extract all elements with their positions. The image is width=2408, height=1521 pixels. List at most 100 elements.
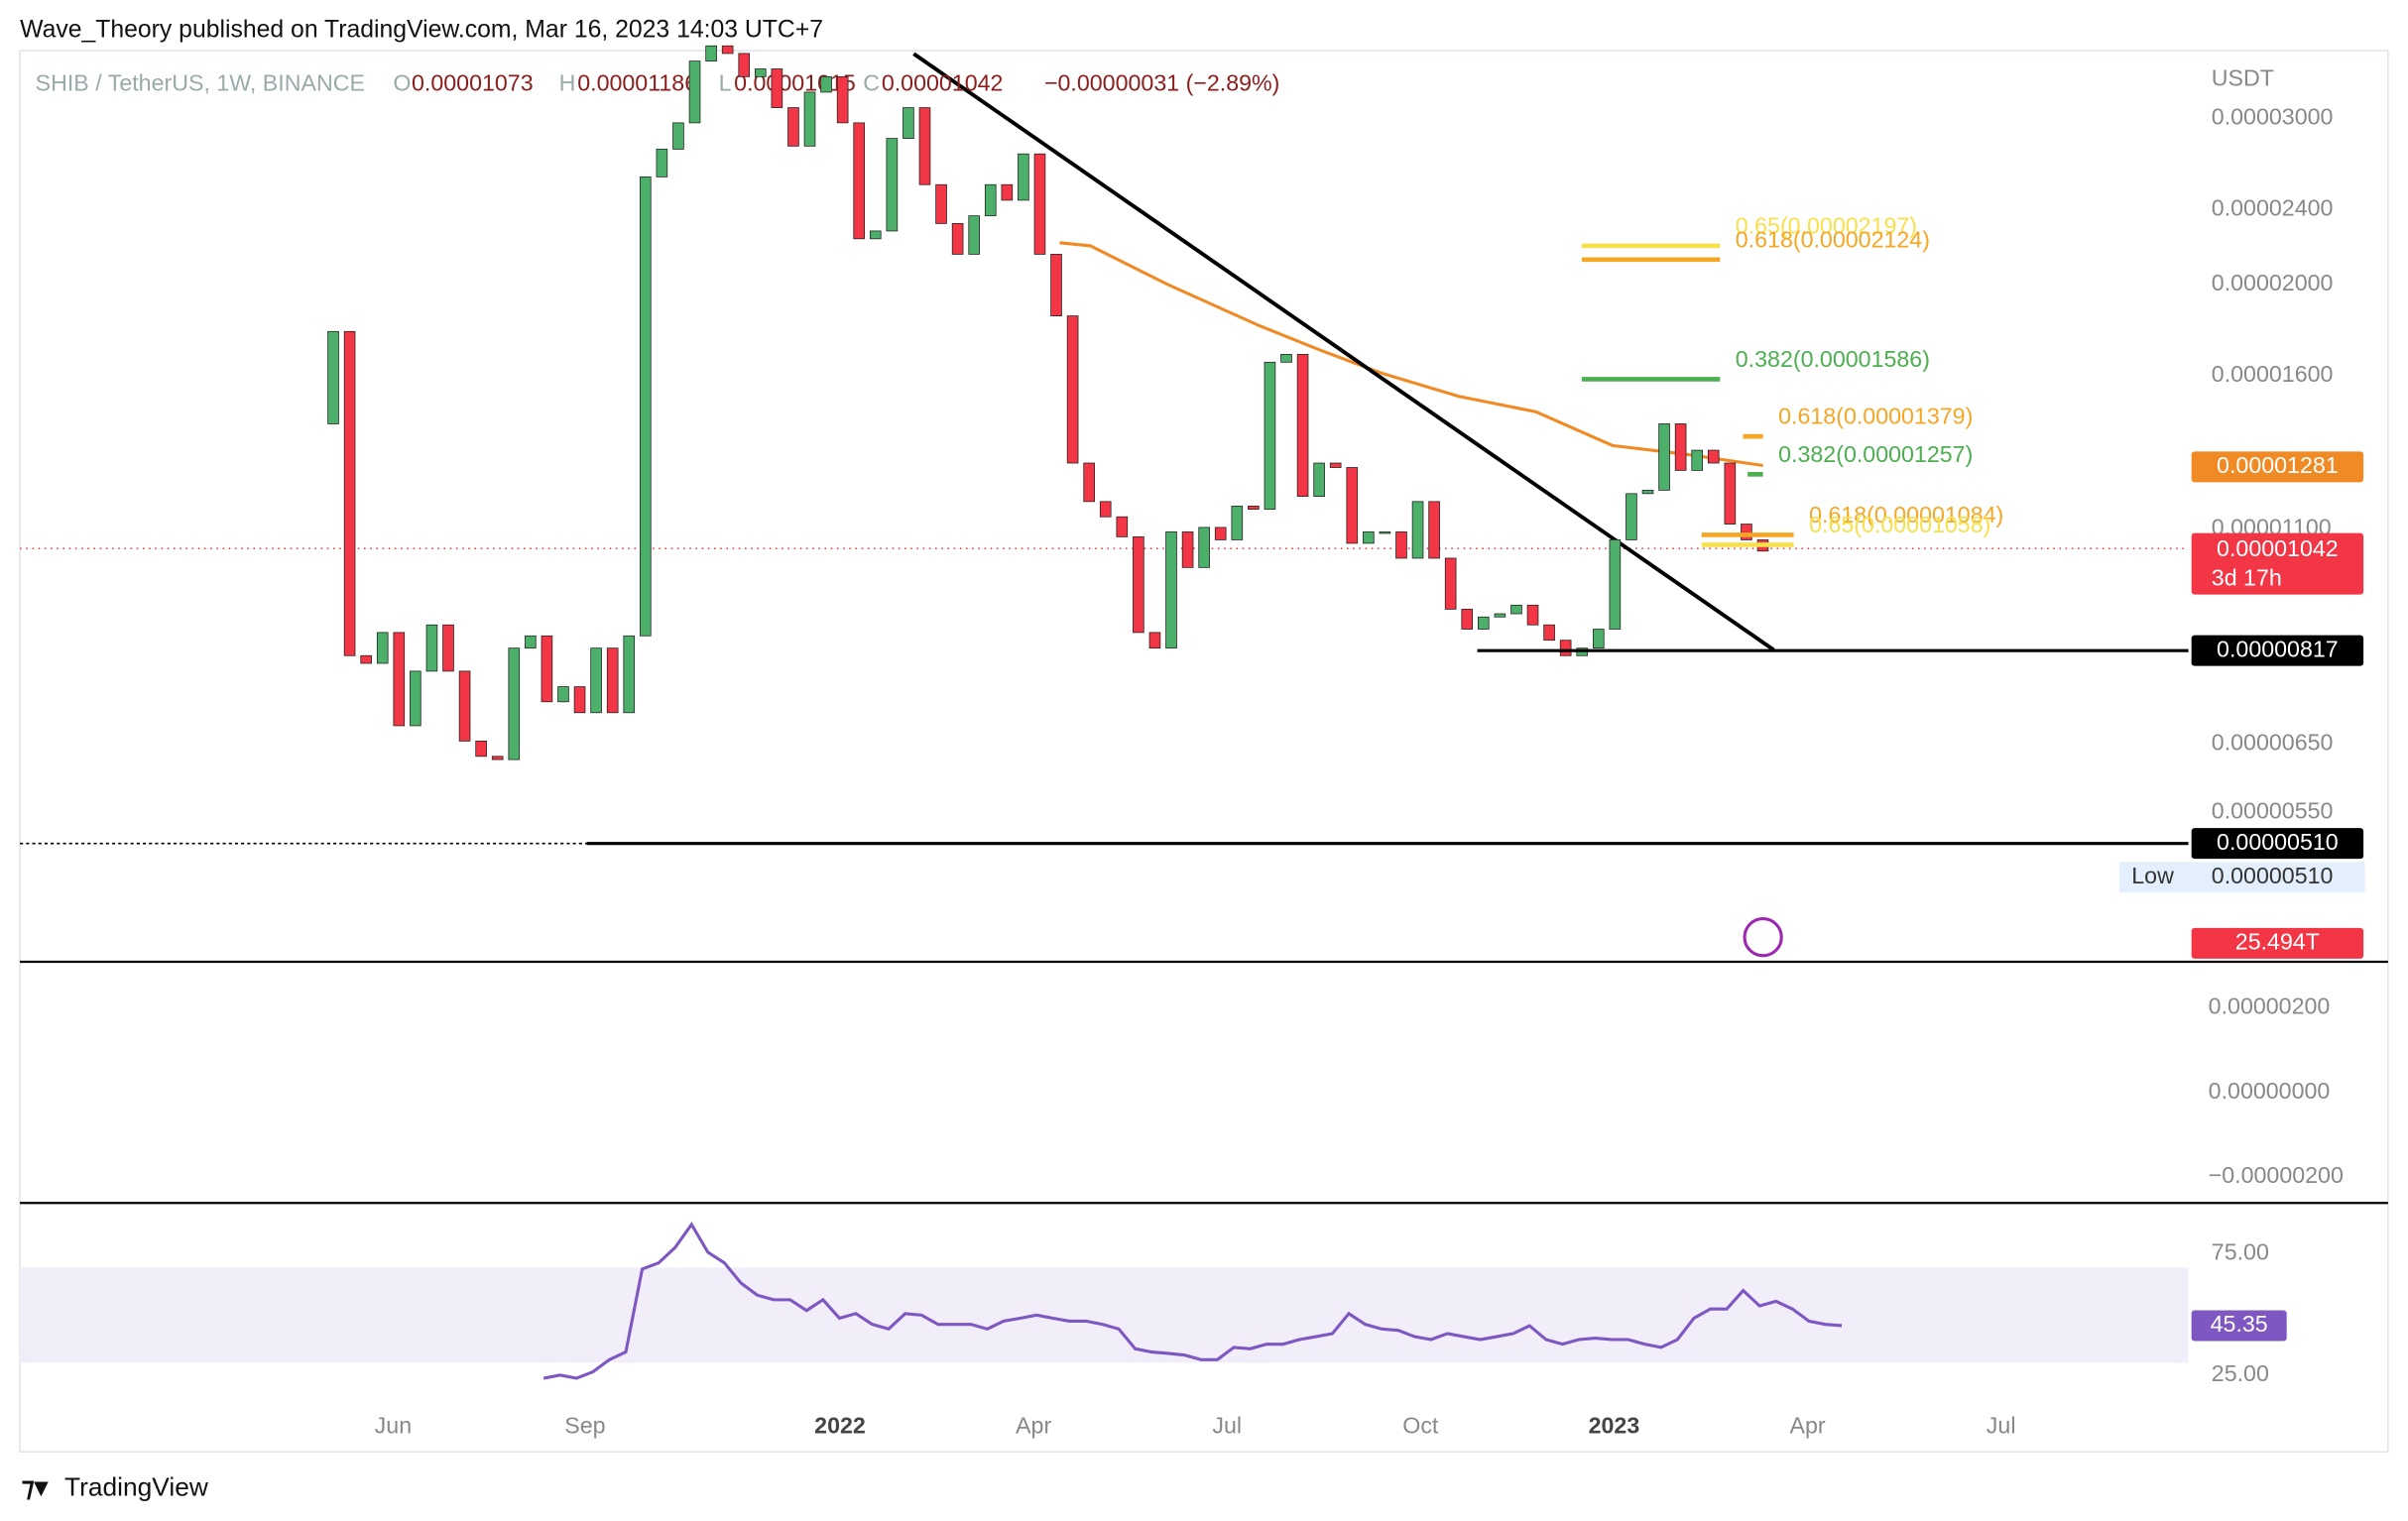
candle-body bbox=[1099, 501, 1112, 518]
candle-body bbox=[1510, 604, 1522, 615]
candle-body bbox=[573, 686, 586, 714]
candle-body bbox=[1133, 535, 1144, 634]
x-tick-label: Apr bbox=[1016, 1413, 1051, 1439]
candle-body bbox=[1543, 624, 1555, 642]
candle-body bbox=[1165, 531, 1177, 649]
fib-label: 0.65(0.00001058) bbox=[1809, 512, 1990, 537]
countdown: 3d 17h bbox=[2212, 564, 2282, 590]
candle-body bbox=[606, 647, 619, 714]
candle-body bbox=[360, 654, 372, 664]
candle-body bbox=[1641, 490, 1654, 495]
legend-key: O bbox=[393, 69, 411, 95]
candle-body bbox=[1231, 506, 1244, 540]
candle-body bbox=[1609, 539, 1622, 630]
price-tag bbox=[2191, 927, 2364, 959]
candle-body bbox=[984, 183, 997, 217]
price-tag-label: 0.00001042 bbox=[2217, 535, 2339, 561]
candle-body bbox=[541, 635, 553, 703]
candle-body bbox=[1478, 616, 1490, 630]
alert-icon[interactable] bbox=[1743, 917, 1783, 958]
price-tag-label: 0.00000817 bbox=[2217, 636, 2339, 661]
candle-body bbox=[1296, 354, 1309, 497]
candle-body bbox=[343, 330, 356, 656]
candle-body bbox=[1707, 449, 1720, 464]
brand: TradingView bbox=[64, 1471, 209, 1501]
candle-body bbox=[1658, 423, 1670, 491]
candle-body bbox=[1592, 629, 1605, 649]
candle-body bbox=[968, 215, 981, 255]
y-tick-label: 0.00003000 bbox=[2212, 103, 2334, 129]
legend-key: L bbox=[719, 69, 732, 95]
candle-body bbox=[1083, 462, 1095, 503]
price-tag bbox=[2191, 635, 2364, 666]
x-tick-label: 2023 bbox=[1589, 1413, 1640, 1439]
x-tick-label: Sep bbox=[564, 1413, 605, 1439]
x-tick-label: Jul bbox=[1987, 1413, 2016, 1439]
candle-body bbox=[1066, 315, 1079, 464]
symbol: SHIB / TetherUS, 1W, BINANCE bbox=[36, 69, 365, 95]
macd-tick-label: −0.00000200 bbox=[2209, 1162, 2344, 1188]
candle-body bbox=[475, 741, 487, 758]
low-tag bbox=[2118, 862, 2365, 893]
fib-label: 0.618(0.00002124) bbox=[1736, 226, 1930, 252]
candle-body bbox=[771, 68, 783, 108]
candle-body bbox=[1444, 557, 1457, 610]
candle-body bbox=[1181, 531, 1194, 568]
candle-body bbox=[1494, 613, 1506, 618]
low-value: 0.00000510 bbox=[2212, 863, 2334, 888]
rsi-line bbox=[542, 1222, 1843, 1380]
candle-body bbox=[525, 635, 537, 649]
price-tag bbox=[2191, 532, 2364, 595]
y-tick-label: 0.00001600 bbox=[2212, 361, 2334, 387]
candle-body bbox=[836, 75, 849, 124]
candle-body bbox=[1625, 493, 1637, 540]
fib-label: 0.382(0.00001586) bbox=[1736, 346, 1930, 372]
legend-value: 0.00001015 bbox=[734, 69, 856, 95]
price-tag-label: 0.00001281 bbox=[2217, 452, 2339, 478]
publisher: Wave_Theory published on TradingView.com… bbox=[20, 17, 823, 44]
candle-body bbox=[869, 230, 882, 240]
rsi-tag-label: 45.35 bbox=[2211, 1311, 2268, 1337]
candle-body bbox=[442, 624, 454, 672]
candle-body bbox=[410, 670, 421, 727]
candle-body bbox=[557, 686, 569, 703]
rsi-tag bbox=[2191, 1310, 2287, 1342]
trend-line bbox=[912, 52, 1775, 652]
candle-body bbox=[1280, 354, 1292, 363]
currency: USDT bbox=[2212, 65, 2274, 91]
candle-body bbox=[754, 68, 767, 77]
candle-body bbox=[1033, 153, 1046, 255]
candle-body bbox=[688, 60, 701, 124]
candle-body bbox=[1411, 501, 1424, 559]
candle-body bbox=[1050, 254, 1062, 317]
candle-body bbox=[935, 183, 947, 224]
legend-value: 0.00001042 bbox=[882, 69, 1004, 95]
y-tick-label: 0.00002400 bbox=[2212, 195, 2334, 221]
candle-body bbox=[1346, 467, 1359, 544]
price-tag-label: 25.494T bbox=[2235, 929, 2320, 955]
candle-body bbox=[1198, 526, 1210, 568]
candle-body bbox=[1724, 462, 1737, 525]
candle-body bbox=[1248, 506, 1260, 511]
candle-body bbox=[590, 647, 602, 714]
candle-body bbox=[623, 635, 636, 714]
candle-body bbox=[886, 138, 899, 232]
fib-label: 0.618(0.00001379) bbox=[1778, 404, 1973, 429]
candle-body bbox=[491, 756, 504, 760]
candle-body bbox=[1214, 526, 1227, 540]
candle-body bbox=[853, 122, 866, 240]
candle-body bbox=[327, 330, 339, 424]
legend-value: 0.00001073 bbox=[412, 69, 534, 95]
macd-tick-label: 0.00000000 bbox=[2209, 1078, 2331, 1104]
price-tag bbox=[2191, 451, 2364, 483]
candle-body bbox=[1001, 183, 1014, 201]
candle-body bbox=[1148, 632, 1161, 649]
candle-body bbox=[803, 91, 816, 147]
candle-body bbox=[903, 107, 914, 140]
candle-body bbox=[1379, 531, 1391, 534]
legend-key: C bbox=[863, 69, 880, 95]
candle-body bbox=[1461, 609, 1474, 630]
candle-body bbox=[1674, 423, 1687, 471]
